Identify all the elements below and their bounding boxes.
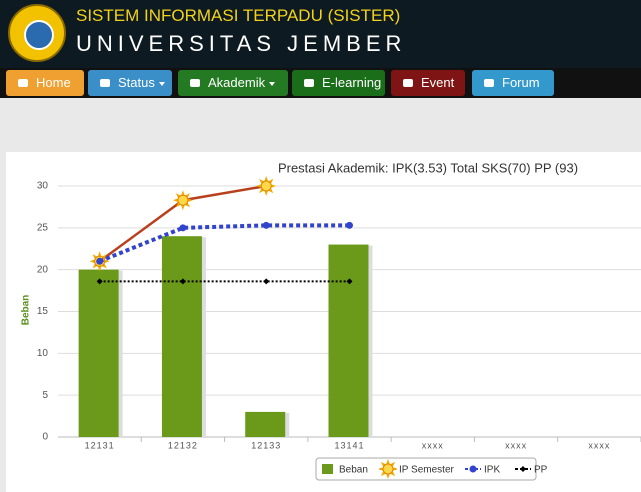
point: [256, 176, 277, 196]
point: [179, 278, 186, 285]
point: [262, 221, 270, 229]
chart: Prestasi Akademik: IPK(3.53) Total SKS(7…: [21, 160, 641, 481]
y-tick-label: 0: [42, 432, 48, 443]
legend-label: PP: [534, 465, 548, 476]
nav-status[interactable]: Status: [88, 70, 172, 96]
y-tick-label: 25: [37, 222, 49, 233]
legend: Beban IP Semester IPK PP: [315, 457, 548, 481]
chart-title: Prestasi Akademik: IPK(3.53) Total SKS(7…: [278, 160, 578, 175]
legend-item[interactable]: PP: [515, 465, 548, 476]
sun-core: [382, 463, 394, 475]
x-tick-label: 12132: [168, 440, 198, 450]
legend-swatch: [322, 464, 333, 474]
point: [96, 278, 103, 285]
nav-akademik[interactable]: Akademik: [178, 70, 288, 96]
site-subtitle: UNIVERSITAS JEMBER: [76, 31, 407, 56]
bar: [245, 411, 286, 437]
nav-label: E-learning: [322, 75, 382, 90]
legend-item[interactable]: Beban: [322, 464, 368, 476]
logo: [8, 4, 66, 62]
nav-label: Event: [421, 75, 455, 90]
legend-box: [315, 457, 537, 481]
bar: [161, 236, 202, 437]
nav-label: Akademik: [208, 75, 266, 90]
x-tick-label: xxxx: [505, 440, 527, 450]
point: [179, 224, 187, 232]
point: [96, 257, 104, 265]
y-tick-label: 15: [37, 306, 49, 317]
nav-event[interactable]: Event: [391, 70, 465, 96]
point: [263, 278, 270, 285]
bar: [78, 269, 119, 437]
legend-marker: [469, 465, 477, 473]
point: [346, 278, 353, 285]
legend-item[interactable]: IP Semester: [378, 459, 455, 479]
sun-core: [177, 194, 189, 206]
line: [98, 223, 350, 264]
legend-marker: [520, 466, 526, 472]
nav-forum[interactable]: Forum: [472, 70, 554, 96]
x-tick-label: xxxx: [422, 440, 444, 450]
legend-label: Beban: [339, 465, 368, 476]
nav-label: Home: [36, 75, 71, 90]
header: SISTEM INFORMASI TERPADU (SISTER) UNIVER…: [0, 0, 641, 68]
legend-item[interactable]: IPK: [465, 465, 500, 476]
legend-label: IP Semester: [399, 465, 455, 476]
sun-core: [260, 180, 272, 192]
legend-marker: [378, 459, 398, 479]
nav-bar: Home Status Akademik E-learning Event Fo…: [0, 68, 641, 98]
point: [172, 190, 193, 211]
y-tick-label: 30: [37, 181, 49, 192]
y-axis-label: Beban: [21, 295, 32, 326]
site-title: SISTEM INFORMASI TERPADU (SISTER): [76, 6, 401, 25]
nav-home[interactable]: Home: [6, 70, 84, 96]
bar: [328, 244, 369, 437]
x-tick-label: xxxx: [588, 440, 610, 450]
point: [346, 221, 353, 229]
x-tick-label: 12131: [85, 440, 115, 450]
nav-label: Status: [118, 75, 155, 90]
y-tick-label: 10: [37, 348, 49, 359]
y-tick-label: 5: [42, 390, 48, 401]
nav-elearning[interactable]: E-learning: [292, 70, 385, 96]
nav-label: Forum: [502, 75, 540, 90]
x-tick-label: 13141: [334, 440, 364, 450]
y-tick-label: 20: [37, 264, 49, 275]
legend-label: IPK: [484, 465, 500, 476]
x-tick-label: 12133: [251, 440, 281, 450]
